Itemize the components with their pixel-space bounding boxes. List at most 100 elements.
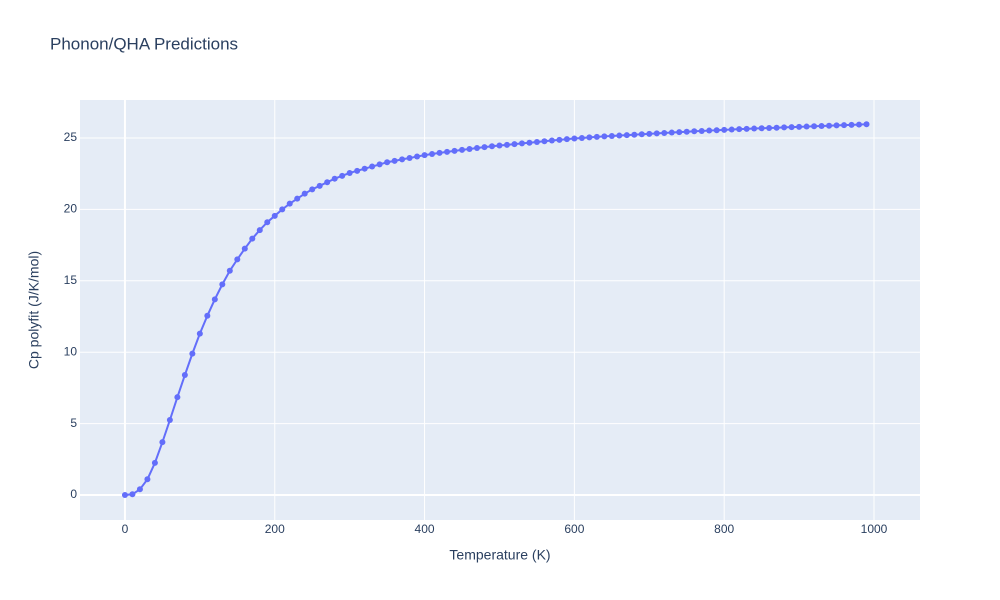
data-point	[474, 144, 481, 151]
data-point	[856, 121, 863, 128]
data-point	[204, 312, 211, 319]
data-point	[616, 132, 623, 139]
data-point	[796, 123, 803, 130]
data-point	[721, 126, 728, 133]
data-point	[818, 122, 825, 129]
data-point	[121, 492, 128, 499]
data-point	[548, 137, 555, 144]
data-point	[429, 150, 436, 157]
data-point	[166, 417, 173, 424]
y-tick-label: 5	[70, 416, 77, 430]
data-point	[593, 133, 600, 140]
data-point	[459, 146, 466, 153]
data-point	[848, 121, 855, 128]
data-point	[271, 212, 278, 219]
data-point	[773, 124, 780, 131]
data-point	[713, 127, 720, 134]
data-point	[503, 141, 510, 148]
data-point	[384, 159, 391, 166]
data-point	[376, 161, 383, 168]
data-point	[803, 123, 810, 130]
data-point	[563, 136, 570, 143]
data-point	[826, 122, 833, 129]
data-point	[309, 186, 316, 193]
data-point	[646, 130, 653, 137]
x-tick-label: 400	[415, 522, 435, 536]
data-point	[264, 219, 271, 226]
data-point	[391, 157, 398, 164]
data-point	[533, 138, 540, 145]
x-tick-label: 600	[564, 522, 584, 536]
x-tick-label: 0	[122, 522, 129, 536]
data-point	[301, 190, 308, 197]
data-point	[466, 145, 473, 152]
data-point	[496, 142, 503, 149]
series-line	[124, 123, 867, 497]
data-point	[788, 124, 795, 131]
data-point	[241, 245, 248, 252]
plot-area	[80, 100, 920, 520]
data-point	[623, 132, 630, 139]
y-tick-label: 20	[64, 202, 78, 216]
y-axis-title: Cp polyfit (J/K/mol)	[26, 251, 42, 369]
data-point	[181, 372, 188, 379]
x-axis-title: Temperature (K)	[449, 547, 550, 563]
data-point	[421, 152, 428, 159]
data-point	[151, 459, 158, 466]
data-point	[234, 256, 241, 263]
data-point	[339, 172, 346, 179]
data-point	[226, 267, 233, 274]
data-point	[736, 126, 743, 133]
data-point	[518, 140, 525, 147]
data-point	[691, 128, 698, 135]
data-point	[631, 131, 638, 138]
data-point	[653, 130, 660, 137]
data-point	[399, 156, 406, 163]
data-point	[706, 127, 713, 134]
data-point	[256, 227, 263, 234]
data-point	[578, 134, 585, 141]
data-point	[676, 129, 683, 136]
y-tick-label: 10	[64, 344, 78, 358]
data-point	[354, 167, 361, 174]
data-point	[608, 132, 615, 139]
data-point	[668, 129, 675, 136]
y-tick-label: 0	[70, 487, 77, 501]
data-point	[451, 147, 458, 154]
data-point	[294, 195, 301, 202]
data-point	[766, 124, 773, 131]
data-point	[488, 143, 495, 150]
data-point	[601, 133, 608, 140]
data-point	[481, 144, 488, 151]
data-point	[316, 182, 323, 189]
y-tick-label: 15	[64, 273, 78, 287]
data-point	[369, 163, 376, 170]
data-point	[751, 125, 758, 132]
data-point	[189, 350, 196, 357]
data-point	[586, 134, 593, 141]
data-point	[541, 138, 548, 145]
data-point	[324, 179, 331, 186]
data-point	[249, 235, 256, 242]
data-point	[863, 121, 870, 128]
x-tick-label: 800	[714, 522, 734, 536]
data-point	[638, 131, 645, 138]
data-point	[331, 175, 338, 182]
data-point	[286, 200, 293, 207]
data-point	[781, 124, 788, 131]
data-point	[361, 165, 368, 172]
data-point	[219, 281, 226, 288]
data-point	[661, 129, 668, 136]
data-point	[698, 127, 705, 134]
data-point	[136, 486, 143, 493]
data-point	[683, 128, 690, 135]
chart-title: Phonon/QHA Predictions	[50, 34, 238, 53]
data-point	[758, 125, 765, 132]
data-point	[571, 135, 578, 142]
data-point	[728, 126, 735, 133]
data-point	[174, 394, 181, 401]
y-tick-label: 25	[64, 130, 78, 144]
data-point	[436, 149, 443, 156]
data-point	[346, 169, 353, 176]
